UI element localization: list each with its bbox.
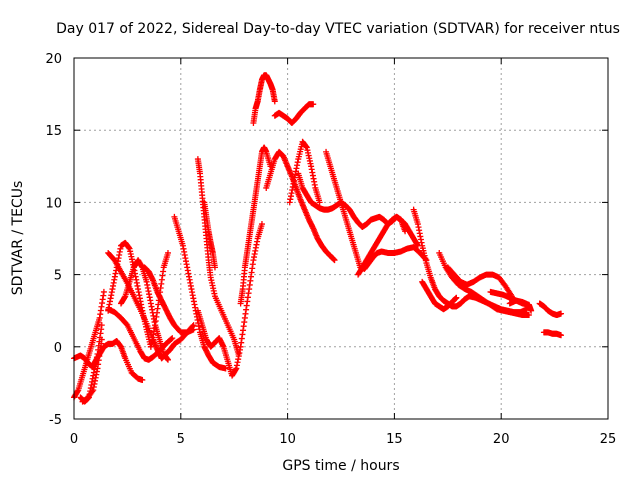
x-tick-label: 25 [600, 432, 617, 447]
data-point [558, 332, 565, 339]
series-sat-o [237, 144, 274, 307]
chart-title: Day 017 of 2022, Sidereal Day-to-day VTE… [56, 21, 620, 37]
data-point [89, 388, 96, 395]
y-tick-label: 5 [54, 269, 62, 284]
y-tick-label: 10 [45, 196, 62, 211]
series-sat-k [171, 213, 229, 372]
data-point [525, 312, 532, 319]
data-point [211, 264, 218, 271]
data-point [331, 257, 338, 264]
series-sat-r [263, 148, 338, 264]
data-point [164, 249, 171, 256]
series-sat-ad [506, 297, 535, 314]
data-point [98, 322, 105, 329]
data-point [190, 326, 197, 333]
y-tick-label: 0 [54, 341, 62, 356]
x-tick-label: 15 [386, 432, 403, 447]
data-point [139, 377, 146, 384]
data-point [528, 307, 535, 314]
data-point [222, 365, 229, 372]
x-tick-label: 5 [177, 432, 185, 447]
series-sat-n [194, 221, 265, 379]
data-point [402, 228, 409, 235]
data-point [558, 310, 565, 317]
data-point [168, 335, 175, 342]
series-sat-ab [466, 293, 530, 316]
y-axis-label: SDTVAR / TECUs [10, 181, 26, 296]
series-sat-y [419, 278, 460, 313]
x-axis-ticks: 0 5 10 15 20 25 [70, 58, 616, 447]
series-sat-m [201, 199, 218, 271]
series-sat-d [79, 336, 105, 405]
data-point [316, 199, 323, 206]
series-sat-v [355, 213, 409, 278]
data-point [310, 101, 317, 108]
series-sat-ae [536, 300, 565, 319]
plot-frame [73, 57, 609, 420]
y-tick-label: 20 [45, 52, 62, 67]
series-sat-af [540, 329, 565, 339]
series-sat-q [271, 101, 317, 126]
data-point [98, 336, 105, 343]
x-tick-label: 20 [493, 432, 510, 447]
grid-lines [74, 58, 608, 419]
y-tick-label: -5 [49, 413, 62, 428]
data-point [169, 335, 176, 342]
x-tick-label: 0 [70, 432, 78, 447]
x-tick-label: 10 [279, 432, 296, 447]
data-point [453, 294, 460, 301]
y-tick-label: 15 [45, 124, 62, 139]
series-sat-p [250, 72, 278, 126]
data-point [100, 288, 107, 295]
data-point [271, 98, 278, 105]
y-axis-ticks: -5 0 5 10 15 20 [45, 52, 608, 428]
x-axis-label: GPS time / hours [282, 458, 399, 474]
series-sat-j [147, 249, 171, 350]
data-point [258, 221, 265, 228]
data-series [71, 72, 565, 405]
data-point [164, 356, 171, 363]
